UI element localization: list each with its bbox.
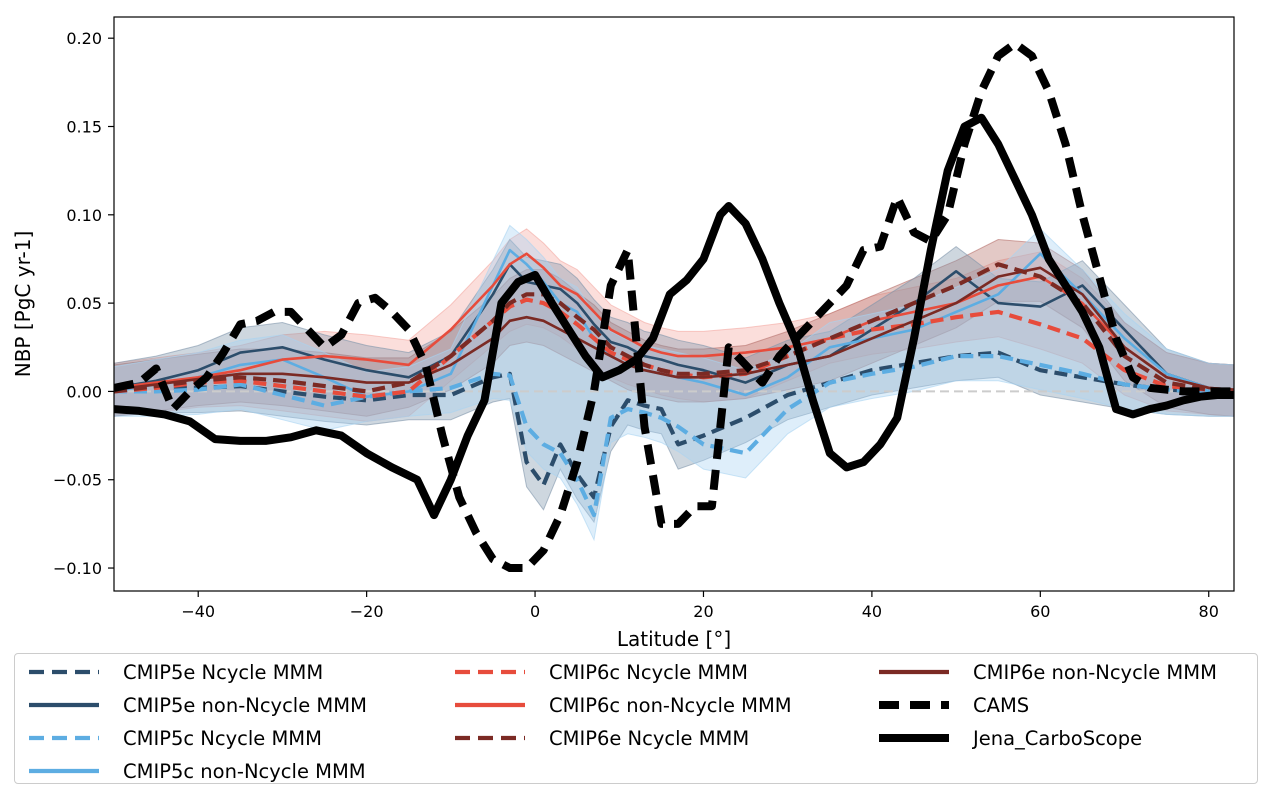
legend-swatch-cmip5c-ncycle [29,735,99,741]
band-cmip5e [114,238,1234,524]
series-cams [114,39,1234,572]
nbp-latitude-chart: −40 −20 0 20 40 60 80 −0.10 −0.05 0.00 0.05 0.10 0.1… [11,16,1235,650]
legend-swatch-cmip5e-non-ncycle [29,702,99,708]
legend-label-cmip5c-non-ncycle: CMIP5c non-Ncycle MMM [123,759,366,783]
legend-item-cams: CAMS [873,690,1029,720]
legend-swatch-cmip6c-non-ncycle [455,702,525,708]
legend-swatch-cmip6e-non-ncycle [879,669,949,675]
legend-label-cmip6e-ncycle: CMIP6e Ncycle MMM [549,726,750,750]
x-tick-label: 20 [693,602,713,621]
legend-label-cmip6c-ncycle: CMIP6c Ncycle MMM [549,660,748,684]
legend-item-cmip6e-ncycle: CMIP6e Ncycle MMM [449,723,749,753]
legend-swatch-cmip5e-ncycle [29,669,99,675]
y-tick-label: −0.10 [53,559,102,578]
y-tick-label: 0.15 [66,118,102,137]
legend-item-jena-carboscope: Jena_CarboScope [873,723,1142,753]
series-cmip5c-ncycle-mmm [114,354,1234,518]
y-tick-label: 0.00 [66,382,102,401]
x-tick-label: 60 [1030,602,1050,621]
legend-item-cmip6e-non-ncycle: CMIP6e non-Ncycle MMM [873,657,1217,687]
legend-label-cams: CAMS [973,693,1030,717]
y-tick-label: −0.05 [53,471,102,490]
legend-label-jena-carboscope: Jena_CarboScope [973,726,1143,750]
legend-item-cmip5e-ncycle: CMIP5e Ncycle MMM [23,657,323,687]
legend-item-cmip6c-non-ncycle: CMIP6c non-Ncycle MMM [449,690,792,720]
legend-item-cmip5e-non-ncycle: CMIP5e non-Ncycle MMM [23,690,367,720]
legend-item-cmip5c-non-ncycle: CMIP5c non-Ncycle MMM [23,756,366,786]
x-tick-label: 80 [1199,602,1219,621]
plot-frame [113,16,1235,592]
series-jena-carboscope [114,113,1234,520]
chart-legend: CMIP5e Ncycle MMM CMIP5e non-Ncycle MMM … [14,653,1258,784]
legend-swatch-cmip6c-ncycle [455,669,525,675]
series-cmip6e-ncycle-mmm [114,262,1234,394]
legend-label-cmip6e-non-ncycle: CMIP6e non-Ncycle MMM [973,660,1217,684]
series-cmip5e-non-ncycle-mmm [114,263,1234,391]
x-tick-label: −20 [350,602,384,621]
y-tick-label: 0.20 [66,29,102,48]
legend-swatch-jena-carboscope [879,734,949,742]
legend-label-cmip5e-non-ncycle: CMIP5e non-Ncycle MMM [123,693,367,717]
x-tick-label: −40 [181,602,215,621]
series-cmip6c-ncycle-mmm [114,297,1234,399]
legend-swatch-cmip5c-non-ncycle [29,768,99,774]
legend-label-cmip5e-ncycle: CMIP5e Ncycle MMM [123,660,324,684]
legend-label-cmip5c-ncycle: CMIP5c Ncycle MMM [123,726,322,750]
legend-swatch-cmip6e-ncycle [455,735,525,741]
legend-label-cmip6c-non-ncycle: CMIP6c non-Ncycle MMM [549,693,792,717]
legend-item-cmip5c-ncycle: CMIP5c Ncycle MMM [23,723,322,753]
band-cmip6e [114,238,1234,417]
y-tick-label: 0.05 [66,294,102,313]
series-cmip6c-non-ncycle-mmm [114,252,1234,391]
x-tick-label: 40 [862,602,882,621]
series-cmip5e-ncycle-mmm [114,350,1234,500]
band-cmip6c [114,228,1234,422]
legend-swatch-cams [879,701,949,709]
y-tick-label: 0.10 [66,206,102,225]
legend-item-cmip6c-ncycle: CMIP6c Ncycle MMM [449,657,748,687]
x-tick-label: 0 [530,602,540,621]
x-axis-label: Latitude [°] [617,627,731,650]
y-axis-label: NBP [PgC yr-1] [11,231,35,378]
